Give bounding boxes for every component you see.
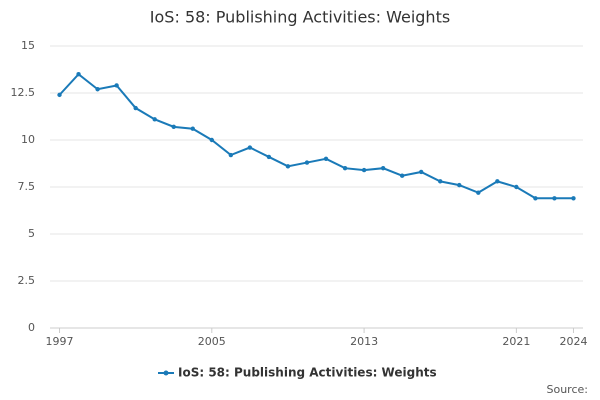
point	[495, 179, 500, 184]
point	[476, 190, 481, 195]
chart-title: IoS: 58: Publishing Activities: Weights	[150, 8, 450, 27]
point	[571, 196, 576, 201]
y-tick-label: 5	[28, 227, 35, 240]
point	[552, 196, 557, 201]
line	[58, 72, 574, 200]
y-tick-label: 12.5	[11, 86, 36, 99]
x-tick-label: 2021	[502, 335, 530, 348]
point	[533, 196, 538, 201]
point	[380, 166, 386, 171]
point	[76, 72, 81, 77]
point	[438, 179, 443, 184]
source: Source:	[547, 383, 589, 396]
x-tick-label: 1997	[46, 335, 74, 348]
point	[247, 145, 253, 150]
y-tick-label: 15	[21, 39, 35, 52]
point	[114, 83, 119, 88]
point	[457, 182, 462, 188]
x-tick-label: 2013	[350, 335, 378, 348]
point	[57, 92, 62, 98]
point	[342, 166, 348, 171]
point	[171, 124, 176, 130]
point	[418, 169, 424, 175]
x-tick-label: 2024	[559, 335, 587, 348]
point	[399, 173, 405, 178]
point	[266, 154, 272, 160]
point	[228, 152, 234, 158]
legend-marker	[163, 370, 169, 376]
legend-label: IoS: 58: Publishing Activities: Weights	[178, 366, 437, 380]
point	[285, 164, 291, 169]
point	[95, 87, 100, 92]
point	[323, 156, 329, 161]
point	[209, 137, 215, 143]
y-tick-label: 7.5	[18, 180, 36, 193]
y-tick-label: 2.5	[18, 274, 36, 287]
x-tick-label: 2005	[198, 335, 226, 348]
point	[514, 184, 519, 190]
point	[152, 117, 157, 122]
point	[304, 160, 310, 165]
y-tick-label: 10	[21, 133, 35, 146]
point	[133, 105, 138, 111]
point	[361, 167, 367, 173]
y-tick-label: 0	[28, 321, 35, 334]
point	[190, 126, 195, 131]
